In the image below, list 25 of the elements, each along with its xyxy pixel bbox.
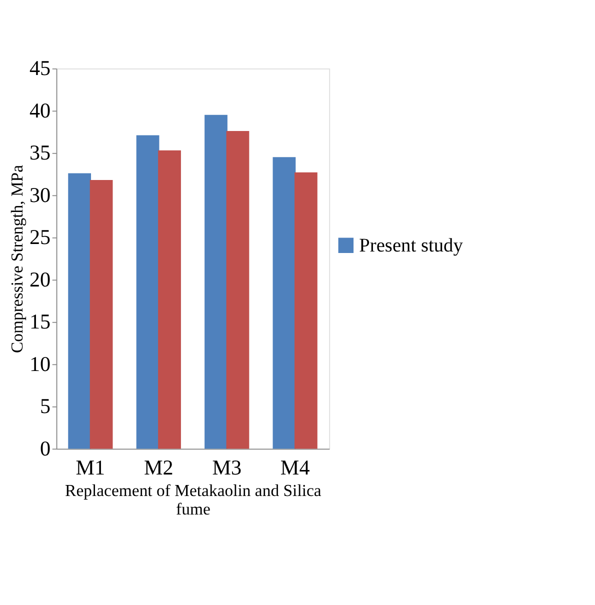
bar [136,135,160,449]
bar [204,114,228,449]
y-tick-label: 35 [30,140,51,165]
legend-label: Present study [359,236,464,257]
y-tick-label: 10 [30,352,51,376]
x-tick-label: M3 [212,456,242,480]
bar [90,180,113,449]
y-tick-label: 20 [30,267,51,292]
y-tick-label: 15 [30,310,51,334]
bar [272,157,296,449]
x-tick-label: M2 [144,456,174,480]
y-tick-label: 0 [40,436,51,460]
x-tick-label: M4 [280,456,310,480]
y-tick-label: 40 [30,98,51,122]
x-tick-label: M1 [76,456,106,480]
x-axis-title: Replacement of Metakaolin and Silica fume [65,480,322,518]
bar [226,130,250,449]
y-axis-title: Compressive Strength, MPa [7,164,26,354]
y-tick-label: 30 [30,182,51,207]
bar [68,173,92,449]
bar [294,172,318,449]
bar [158,150,181,449]
y-tick-label: 45 [30,56,51,80]
y-tick-label: 25 [30,225,51,250]
y-tick-label: 5 [40,394,51,418]
